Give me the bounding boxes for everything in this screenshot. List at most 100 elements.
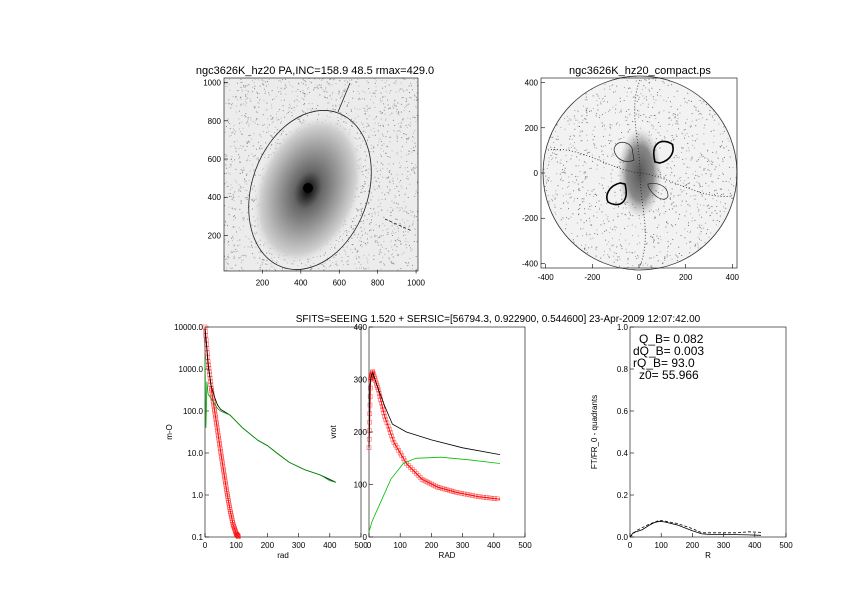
noise-pixel: [380, 155, 382, 157]
noise-pixel: [704, 157, 706, 159]
noise-pixel: [668, 117, 670, 119]
noise-pixel: [238, 158, 240, 160]
noise-pixel: [366, 177, 368, 179]
noise-pixel: [303, 80, 305, 82]
noise-pixel: [330, 248, 332, 250]
noise-pixel: [672, 137, 674, 139]
noise-pixel: [628, 109, 630, 111]
series-line-quadrant-max: [629, 519, 762, 538]
noise-pixel: [357, 210, 359, 212]
noise-pixel: [686, 150, 688, 152]
noise-pixel: [592, 237, 594, 239]
noise-pixel: [671, 203, 673, 205]
noise-pixel: [384, 86, 386, 88]
noise-pixel: [240, 81, 242, 83]
noise-pixel: [378, 122, 380, 124]
noise-pixel: [663, 135, 665, 137]
noise-pixel: [230, 145, 232, 147]
noise-pixel: [550, 269, 552, 270]
noise-pixel: [684, 128, 686, 130]
noise-pixel: [708, 207, 710, 209]
noise-pixel: [593, 188, 595, 190]
noise-pixel: [653, 234, 655, 236]
noise-pixel: [646, 99, 648, 101]
noise-pixel: [364, 131, 366, 133]
noise-pixel: [552, 195, 554, 197]
noise-pixel: [413, 216, 415, 218]
noise-pixel: [387, 177, 389, 179]
noise-pixel: [696, 181, 698, 183]
noise-pixel: [226, 154, 228, 156]
noise-pixel: [591, 224, 593, 226]
noise-pixel: [381, 133, 383, 135]
x-tick-label: 400: [294, 279, 308, 288]
noise-pixel: [669, 197, 671, 199]
noise-pixel: [570, 146, 572, 148]
noise-pixel: [698, 182, 700, 184]
noise-pixel: [683, 97, 685, 99]
noise-pixel: [239, 229, 241, 231]
noise-pixel: [361, 192, 363, 194]
noise-pixel: [602, 154, 604, 156]
noise-pixel: [367, 108, 369, 110]
noise-pixel: [652, 96, 654, 98]
noise-pixel: [610, 181, 612, 183]
noise-pixel: [228, 256, 230, 258]
noise-pixel: [392, 180, 394, 182]
noise-pixel: [703, 204, 705, 206]
noise-pixel: [363, 107, 365, 109]
noise-pixel: [366, 126, 368, 128]
noise-pixel: [685, 184, 687, 186]
noise-pixel: [324, 266, 326, 268]
noise-pixel: [600, 101, 602, 103]
fit-ellipse: [248, 110, 372, 270]
noise-pixel: [672, 238, 674, 240]
noise-pixel: [573, 115, 575, 117]
noise-pixel: [663, 199, 665, 201]
series-marker-bulge-sersic: [220, 464, 226, 469]
noise-pixel: [409, 150, 411, 152]
noise-pixel: [241, 212, 243, 214]
noise-pixel: [230, 107, 232, 109]
noise-pixel: [704, 242, 706, 244]
noise-pixel: [568, 218, 570, 220]
noise-pixel: [224, 131, 226, 133]
noise-pixel: [596, 147, 598, 149]
noise-pixel: [240, 203, 242, 205]
noise-pixel: [400, 268, 402, 270]
noise-pixel: [394, 124, 396, 126]
noise-pixel: [609, 227, 611, 229]
noise-pixel: [586, 99, 588, 101]
noise-pixel: [393, 82, 395, 84]
noise-pixel: [586, 109, 588, 111]
noise-pixel: [584, 172, 586, 174]
noise-pixel: [326, 108, 328, 110]
noise-pixel: [670, 224, 672, 226]
noise-pixel: [582, 181, 584, 183]
noise-pixel: [238, 184, 240, 186]
noise-pixel: [350, 125, 352, 127]
noise-pixel: [389, 107, 391, 109]
noise-pixel: [689, 205, 691, 207]
noise-pixel: [382, 125, 384, 127]
noise-pixel: [283, 99, 285, 101]
noise-pixel: [595, 115, 597, 117]
noise-pixel: [375, 167, 377, 169]
noise-pixel: [362, 222, 364, 224]
noise-pixel: [284, 116, 286, 118]
noise-pixel: [586, 115, 588, 117]
noise-pixel: [596, 201, 598, 203]
noise-pixel: [576, 179, 578, 181]
noise-pixel: [708, 164, 710, 166]
noise-pixel: [584, 176, 586, 178]
noise-pixel: [240, 103, 242, 105]
noise-pixel: [233, 244, 235, 246]
noise-pixel: [246, 160, 248, 162]
series-marker-bulge-sersic: [223, 481, 228, 487]
noise-pixel: [383, 234, 385, 236]
noise-pixel: [578, 159, 580, 161]
noise-pixel: [347, 263, 349, 265]
noise-pixel: [323, 95, 325, 97]
noise-pixel: [684, 134, 686, 136]
noise-pixel: [336, 254, 338, 256]
